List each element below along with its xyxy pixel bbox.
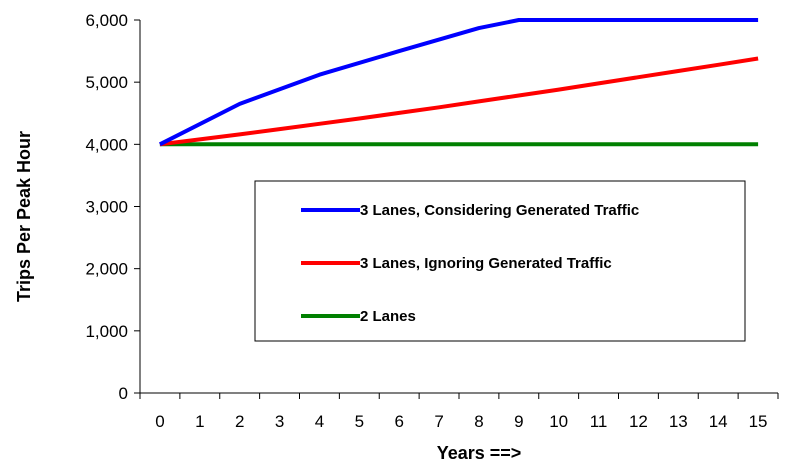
series-line (159, 56, 759, 147)
x-tick-label: 4 (315, 412, 324, 431)
x-tick-label: 10 (549, 412, 568, 431)
x-tick-label: 8 (474, 412, 483, 431)
y-tick-label: 4,000 (85, 135, 128, 154)
y-tick-label: 5,000 (85, 73, 128, 92)
y-tick-label: 3,000 (85, 198, 128, 217)
y-tick-label: 6,000 (85, 11, 128, 30)
x-tick-label: 2 (235, 412, 244, 431)
x-tick-label: 14 (709, 412, 728, 431)
x-tick-label: 12 (629, 412, 648, 431)
x-tick-label: 15 (749, 412, 768, 431)
y-axis-title: Trips Per Peak Hour (14, 131, 34, 302)
x-tick-label: 9 (514, 412, 523, 431)
x-tick-label: 7 (434, 412, 443, 431)
x-axis-title: Years ==> (437, 443, 522, 463)
x-tick-label: 13 (669, 412, 688, 431)
legend-label: 3 Lanes, Ignoring Generated Traffic (360, 255, 612, 272)
y-tick-label: 2,000 (85, 260, 128, 279)
legend-label: 3 Lanes, Considering Generated Traffic (360, 202, 639, 219)
x-tick-label: 0 (155, 412, 164, 431)
legend-label: 2 Lanes (360, 308, 416, 325)
series-line (158, 18, 759, 147)
x-tick-label: 6 (394, 412, 403, 431)
series-lines (158, 18, 759, 147)
legend: 3 Lanes, Considering Generated Traffic 3 … (254, 180, 746, 342)
x-tick-label: 3 (275, 412, 284, 431)
y-tick-label: 0 (119, 384, 128, 403)
x-tick-label: 5 (355, 412, 364, 431)
y-tick-label: 1,000 (85, 322, 128, 341)
x-tick-label: 1 (195, 412, 204, 431)
x-tick-label: 11 (590, 412, 608, 431)
